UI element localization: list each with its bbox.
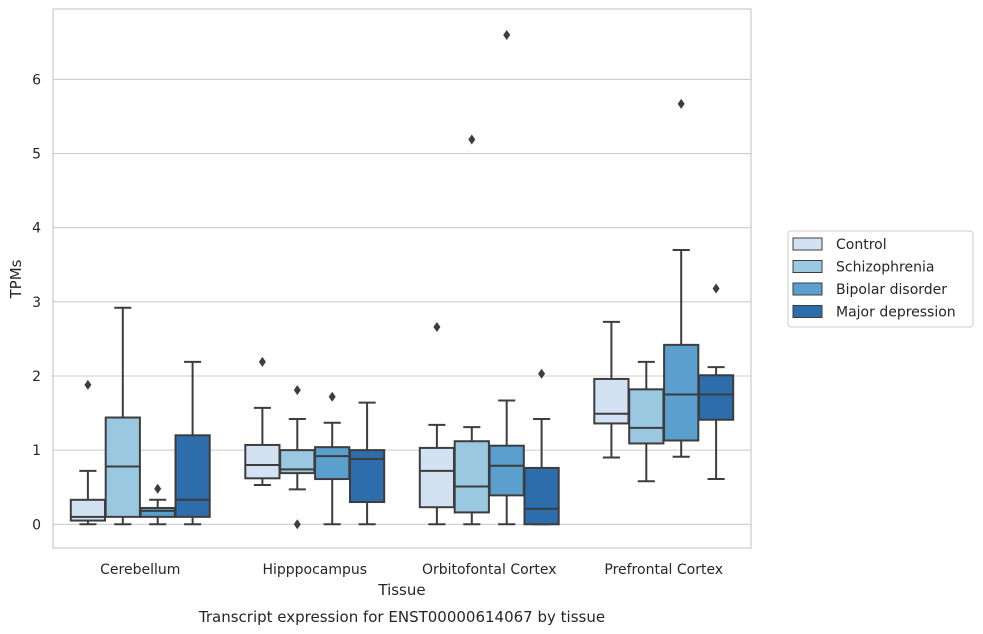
box-group bbox=[174, 360, 211, 526]
box-group bbox=[628, 360, 665, 483]
legend-swatch bbox=[792, 305, 823, 318]
outlier-marker bbox=[433, 322, 441, 333]
outlier-marker bbox=[677, 98, 685, 109]
outlier-marker bbox=[258, 356, 266, 367]
x-tick-labels: Cerebellum Hipppocampus Orbitofontal Corte… bbox=[100, 562, 723, 578]
outlier-marker bbox=[84, 379, 92, 390]
box-group bbox=[279, 385, 316, 530]
box bbox=[244, 443, 281, 480]
legend-swatch bbox=[792, 260, 823, 273]
outlier-marker bbox=[503, 29, 511, 40]
outlier-marker bbox=[293, 385, 301, 396]
box bbox=[593, 377, 630, 425]
plot-frame bbox=[52, 8, 752, 549]
box bbox=[628, 388, 665, 445]
outlier-marker bbox=[328, 391, 336, 402]
box bbox=[488, 444, 525, 497]
gridlines bbox=[53, 78, 751, 525]
box-group bbox=[593, 320, 630, 459]
outlier-marker bbox=[154, 483, 162, 494]
box bbox=[139, 506, 176, 518]
box-plots bbox=[69, 29, 735, 530]
x-axis-title: Tissue bbox=[377, 581, 425, 599]
x-tick-label: Prefrontal Cortex bbox=[604, 562, 723, 578]
y-tick-label: 3 bbox=[32, 295, 41, 311]
box-group bbox=[697, 283, 735, 481]
box-group bbox=[663, 98, 700, 458]
legend-label: Bipolar disorder bbox=[836, 282, 947, 298]
outlier-marker bbox=[293, 519, 301, 530]
box-group bbox=[314, 391, 351, 526]
box bbox=[314, 446, 351, 481]
box bbox=[348, 449, 386, 504]
x-tick-label: Hipppocampus bbox=[262, 562, 367, 578]
box-group bbox=[69, 379, 107, 526]
legend-label: Major depression bbox=[836, 305, 956, 321]
outlier-marker bbox=[538, 368, 546, 379]
box-group bbox=[244, 356, 281, 486]
legend-swatch bbox=[792, 282, 823, 296]
box-group bbox=[104, 306, 141, 526]
box bbox=[453, 440, 490, 514]
box-group bbox=[488, 29, 525, 526]
legend-swatch bbox=[792, 237, 823, 251]
y-tick-label: 5 bbox=[32, 147, 41, 163]
legend-label: Schizophrenia bbox=[836, 260, 934, 276]
y-axis-title: TPMs bbox=[7, 259, 25, 299]
x-tick-label: Cerebellum bbox=[100, 562, 180, 578]
y-tick-label: 1 bbox=[32, 443, 41, 459]
y-tick-label: 2 bbox=[32, 369, 41, 385]
outlier-marker bbox=[468, 134, 476, 145]
box-group bbox=[453, 134, 490, 526]
legend-frame bbox=[787, 230, 974, 328]
box-group bbox=[523, 368, 560, 526]
y-tick-label: 6 bbox=[32, 72, 41, 88]
legend-label: Control bbox=[836, 237, 887, 253]
box bbox=[174, 434, 211, 518]
y-tick-labels: 0 1 2 3 4 5 6 bbox=[32, 72, 41, 533]
box-group bbox=[139, 483, 176, 526]
box bbox=[663, 343, 700, 442]
box-group bbox=[348, 401, 386, 526]
box-group bbox=[418, 322, 456, 526]
chart-caption: Transcript expression for ENST0000061406… bbox=[198, 608, 605, 626]
box bbox=[418, 446, 456, 509]
x-tick-label: Orbitofontal Cortex bbox=[422, 562, 557, 578]
box bbox=[523, 466, 560, 526]
legend: Control Schizophrenia Bipolar disorder Majo… bbox=[787, 230, 974, 328]
y-tick-label: 4 bbox=[32, 221, 41, 237]
outlier-marker bbox=[712, 283, 720, 294]
y-tick-label: 0 bbox=[32, 517, 41, 533]
box bbox=[697, 374, 735, 421]
